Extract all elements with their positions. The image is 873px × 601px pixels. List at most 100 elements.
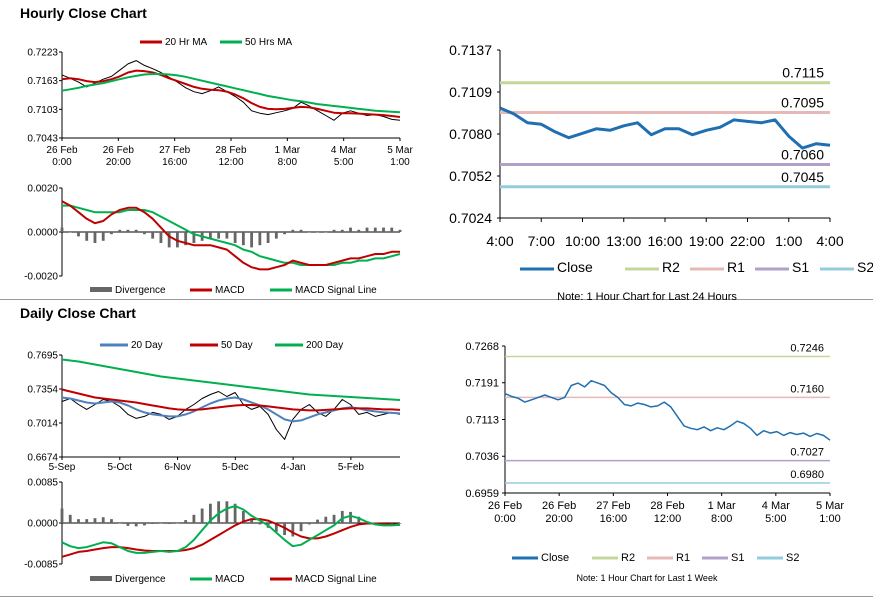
daily-pivot-legend-s1-label: S1: [731, 552, 744, 564]
daily-macd-divergence-bar: [159, 523, 163, 524]
daily-pivot-x-tick-label: 28 Feb: [650, 500, 684, 512]
hourly-macd-divergence-bar: [159, 232, 163, 243]
hourly-pivot-x-tick-label: 4:00: [486, 233, 513, 249]
daily-pivot-x-tick-label: 27 Feb: [596, 500, 630, 512]
daily-ma-legend-200day-label: 200 Day: [306, 340, 343, 351]
daily-pivot-close-line: [504, 379, 831, 441]
daily-macd-divergence-bar: [134, 523, 138, 527]
hourly-ma-x-tick-label: 27 Feb: [159, 145, 191, 156]
daily-macd-divergence-bar: [291, 523, 295, 537]
daily-ma-x-tick-label: 4-Jan: [281, 462, 306, 473]
hourly-macd-divergence-bar: [357, 229, 361, 232]
daily-macd-divergence-bar: [118, 523, 122, 524]
hourly-macd-divergence-bar: [85, 232, 89, 241]
daily-macd-divergence-bar: [349, 511, 352, 523]
daily-macd-y-tick-label: -0.0085: [24, 560, 58, 571]
hourly-pivot-x-tick-label: 7:00: [528, 233, 555, 249]
daily-ma-y-tick-label: 0.7354: [27, 385, 58, 396]
hourly-macd-divergence-bar: [110, 232, 113, 235]
hourly-macd-divergence-bar: [390, 227, 394, 232]
hourly-macd-legend-divergence-label: Divergence: [115, 285, 166, 296]
hourly-ma-series-50-hrs-ma: [61, 73, 401, 114]
daily-macd-legend-divergence-label: Divergence: [115, 574, 166, 585]
hourly-ma-x-tick-label: 12:00: [218, 157, 243, 168]
daily-pivot-x-tick-label: 26 Feb: [488, 500, 522, 512]
daily-ma-legend-20day-label: 20 Day: [131, 340, 163, 351]
daily-macd-divergence-bar: [332, 514, 336, 523]
hourly-ma-x-tick-label: 26 Feb: [103, 145, 135, 156]
daily-macd-divergence-bar: [398, 523, 402, 524]
hourly-pivot-y-tick-label: 0.7024: [449, 210, 492, 226]
hourly-pivot-legend-close-label: Close: [557, 259, 593, 275]
daily-macd-divergence-bar: [68, 514, 72, 523]
hourly-ma-x-tick-label: 5 Mar: [387, 145, 413, 156]
daily-macd-divergence-bar: [324, 516, 328, 523]
hourly-macd-divergence-bar: [250, 232, 254, 248]
hourly-pivot-legend-r1-label: R1: [727, 259, 745, 275]
daily-macd-y-tick-label: 0.0085: [27, 478, 58, 489]
hourly-pivot-x-tick-label: 19:00: [689, 233, 724, 249]
daily-macd-divergence-bar: [208, 503, 212, 523]
daily-section-title: Daily Close Chart: [20, 305, 136, 321]
hourly-macd-divergence-bar: [233, 232, 237, 243]
hourly-pivot-level-label-s2: 0.7045: [781, 169, 824, 185]
hourly-pivot-legend-r2-label: R2: [662, 259, 680, 275]
daily-pivot-y-tick-label: 0.7268: [465, 341, 499, 353]
daily-pivot-x-tick-label: 5 Mar: [816, 500, 844, 512]
hourly-pivot-legend-s1-label: S1: [792, 259, 809, 275]
hourly-ma-x-tick-label: 8:00: [278, 157, 298, 168]
daily-macd-divergence-bar: [167, 523, 171, 524]
daily-pivot-level-label-s1: 0.7027: [790, 447, 824, 459]
daily-pivot-y-tick-label: 0.7191: [465, 378, 499, 390]
hourly-ma-y-tick-label: 0.7223: [27, 48, 58, 59]
daily-macd-divergence-bar: [184, 520, 188, 523]
hourly-macd-y-tick-label: 0.0020: [27, 184, 58, 195]
daily-pivot-x-tick-label: 20:00: [545, 513, 573, 525]
daily-macd-divergence-bar: [143, 523, 146, 526]
daily-macd-divergence-bar: [200, 508, 204, 523]
hourly-macd-divergence-bar: [283, 232, 286, 235]
hourly-macd-divergence-bar: [307, 232, 311, 233]
daily-macd-divergence-bar: [283, 523, 286, 536]
daily-macd-legend-signal-label: MACD Signal Line: [295, 574, 377, 585]
bottom-divider: [0, 596, 873, 597]
hourly-macd-legend-macd-label: MACD: [215, 285, 244, 296]
hourly-macd-divergence-bar: [208, 232, 212, 239]
hourly-macd-divergence-bar: [299, 229, 303, 232]
hourly-pivot-note: Note: 1 Hour Chart for Last 24 Hours: [557, 291, 737, 303]
daily-pivot-y-tick-label: 0.6959: [465, 488, 499, 500]
daily-ma-y-tick-label: 0.7014: [27, 419, 58, 430]
daily-macd-divergence-bar: [233, 503, 237, 523]
hourly-macd-y-tick-label: -0.0020: [24, 272, 58, 283]
daily-pivot-y-tick-label: 0.7113: [466, 414, 499, 426]
daily-macd-divergence-bar: [241, 510, 245, 523]
daily-pivot-x-tick-label: 1 Mar: [708, 500, 736, 512]
daily-pivot-level-label-r1: 0.7160: [790, 383, 824, 395]
daily-pivot-x-tick-label: 12:00: [654, 513, 682, 525]
hourly-ma-series-close: [61, 60, 401, 121]
daily-macd-divergence-bar: [357, 516, 361, 523]
hourly-macd-divergence-bar: [398, 229, 402, 232]
hourly-macd-divergence-bar: [332, 229, 336, 232]
hourly-macd-divergence-bar: [324, 232, 328, 233]
hourly-macd-divergence-bar: [373, 227, 377, 232]
hourly-macd-y-tick-label: 0.0000: [27, 228, 58, 239]
daily-pivot-x-tick-label: 5:00: [765, 513, 786, 525]
hourly-pivot-x-tick-label: 16:00: [647, 233, 682, 249]
daily-macd-divergence-bar: [85, 519, 89, 523]
daily-pivot-legend-r2-label: R2: [621, 552, 635, 564]
hourly-ma-series-20-hr-ma: [61, 69, 401, 118]
daily-macd-y-tick-label: 0.0000: [27, 519, 58, 530]
hourly-ma-x-tick-label: 5:00: [334, 157, 354, 168]
daily-ma-y-tick-label: 0.6674: [27, 453, 58, 464]
hourly-section-title: Hourly Close Chart: [20, 5, 147, 21]
hourly-macd-divergence-bar: [101, 232, 105, 241]
daily-macd-divergence-bar: [225, 501, 229, 523]
daily-pivot-legend-r1-label: R1: [676, 552, 690, 564]
hourly-macd-legend-signal-label: MACD Signal Line: [295, 285, 377, 296]
daily-macd-divergence-bar: [274, 523, 278, 532]
hourly-macd-divergence-bar: [60, 227, 64, 232]
daily-macd-divergence-bar: [250, 519, 254, 523]
daily-macd-legend-divergence-swatch: [90, 576, 112, 581]
